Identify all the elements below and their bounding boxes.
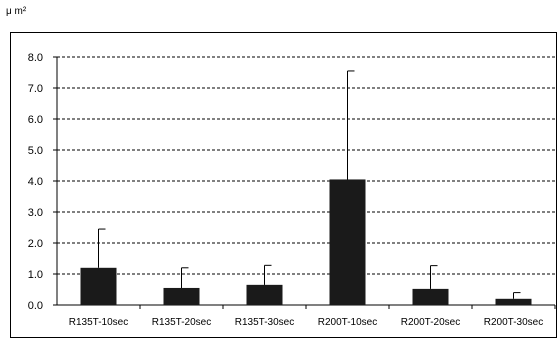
bar [80,267,117,305]
y-tick-label: 7.0 [28,83,43,95]
bar [495,298,532,305]
chart-frame [10,32,557,338]
y-tick-label: 1.0 [28,269,43,281]
y-tick-label: 2.0 [28,238,43,250]
y-tick-label: 8.0 [28,52,43,64]
y-tick-label: 4.0 [28,176,43,188]
bar [329,179,366,305]
y-tick-label: 3.0 [28,207,43,219]
x-tick-label: R200T-10sec [318,317,377,328]
x-tick-label: R135T-20sec [152,317,211,328]
y-tick-label: 6.0 [28,114,43,126]
bar [163,287,200,305]
y-unit-label: μ m² [6,6,27,17]
x-tick-label: R135T-10sec [69,317,128,328]
y-tick-label: 5.0 [28,145,43,157]
y-tick-label: 0.0 [28,300,43,312]
x-tick-label: R200T-30sec [484,317,543,328]
bar [246,284,283,305]
bar [412,288,449,305]
x-tick-label: R135T-30sec [235,317,294,328]
x-tick-label: R200T-20sec [401,317,460,328]
